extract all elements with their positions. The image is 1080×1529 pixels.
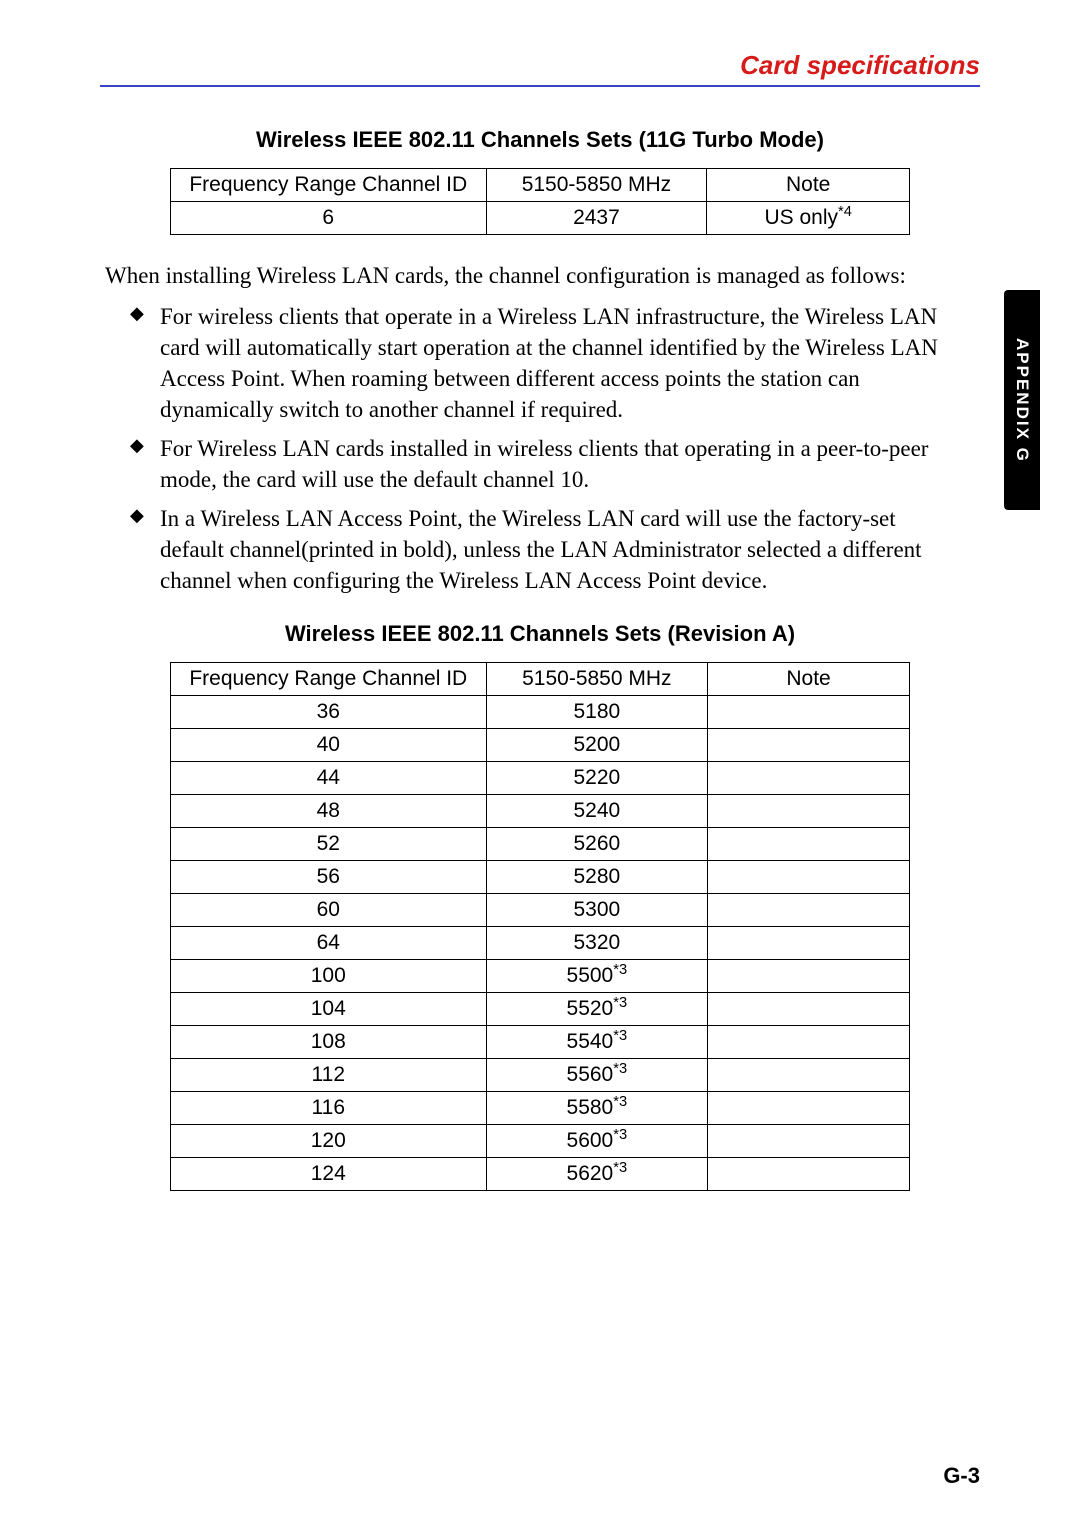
table-row: 565280	[171, 861, 910, 894]
table-row: 645320	[171, 927, 910, 960]
table-row: 365180	[171, 696, 910, 729]
table-row: 1045520*3	[171, 993, 910, 1026]
list-item: For Wireless LAN cards installed in wire…	[130, 433, 945, 495]
page-header: Card specifications	[100, 50, 980, 87]
cell-note: US only*4	[707, 202, 910, 235]
table-row: 1165580*3	[171, 1092, 910, 1125]
table-row: 1005500*3	[171, 960, 910, 993]
col-header: Note	[708, 663, 910, 696]
table-revision-a: Frequency Range Channel ID 5150-5850 MHz…	[170, 662, 910, 1191]
list-item: For wireless clients that operate in a W…	[130, 301, 945, 425]
table-row: 1245620*3	[171, 1158, 910, 1191]
table-row: 525260	[171, 828, 910, 861]
cell-channel-id: 6	[171, 202, 487, 235]
section1-title: Wireless IEEE 802.11 Channels Sets (11G …	[100, 127, 980, 153]
col-header: 5150-5850 MHz	[486, 663, 708, 696]
intro-paragraph: When installing Wireless LAN cards, the …	[100, 260, 980, 291]
table-11g-turbo: Frequency Range Channel ID 5150-5850 MHz…	[170, 168, 910, 235]
table-header-row: Frequency Range Channel ID 5150-5850 MHz…	[171, 169, 910, 202]
appendix-tab-label: APPENDIX G	[1012, 338, 1032, 463]
header-title: Card specifications	[740, 50, 980, 80]
table-row: 605300	[171, 894, 910, 927]
table-row: 1085540*3	[171, 1026, 910, 1059]
col-header: 5150-5850 MHz	[486, 169, 707, 202]
col-header: Frequency Range Channel ID	[171, 663, 487, 696]
list-item: In a Wireless LAN Access Point, the Wire…	[130, 503, 945, 596]
table-header-row: Frequency Range Channel ID 5150-5850 MHz…	[171, 663, 910, 696]
table-row: 485240	[171, 795, 910, 828]
table-row: 445220	[171, 762, 910, 795]
table-row: 405200	[171, 729, 910, 762]
table-row: 1125560*3	[171, 1059, 910, 1092]
appendix-tab: APPENDIX G	[1004, 290, 1040, 510]
cell-mhz: 2437	[486, 202, 707, 235]
col-header: Note	[707, 169, 910, 202]
table-row: 1205600*3	[171, 1125, 910, 1158]
bullet-list: For wireless clients that operate in a W…	[100, 301, 980, 596]
page-number: G-3	[943, 1463, 980, 1489]
col-header: Frequency Range Channel ID	[171, 169, 487, 202]
section2-title: Wireless IEEE 802.11 Channels Sets (Revi…	[100, 621, 980, 647]
table-row: 6 2437 US only*4	[171, 202, 910, 235]
